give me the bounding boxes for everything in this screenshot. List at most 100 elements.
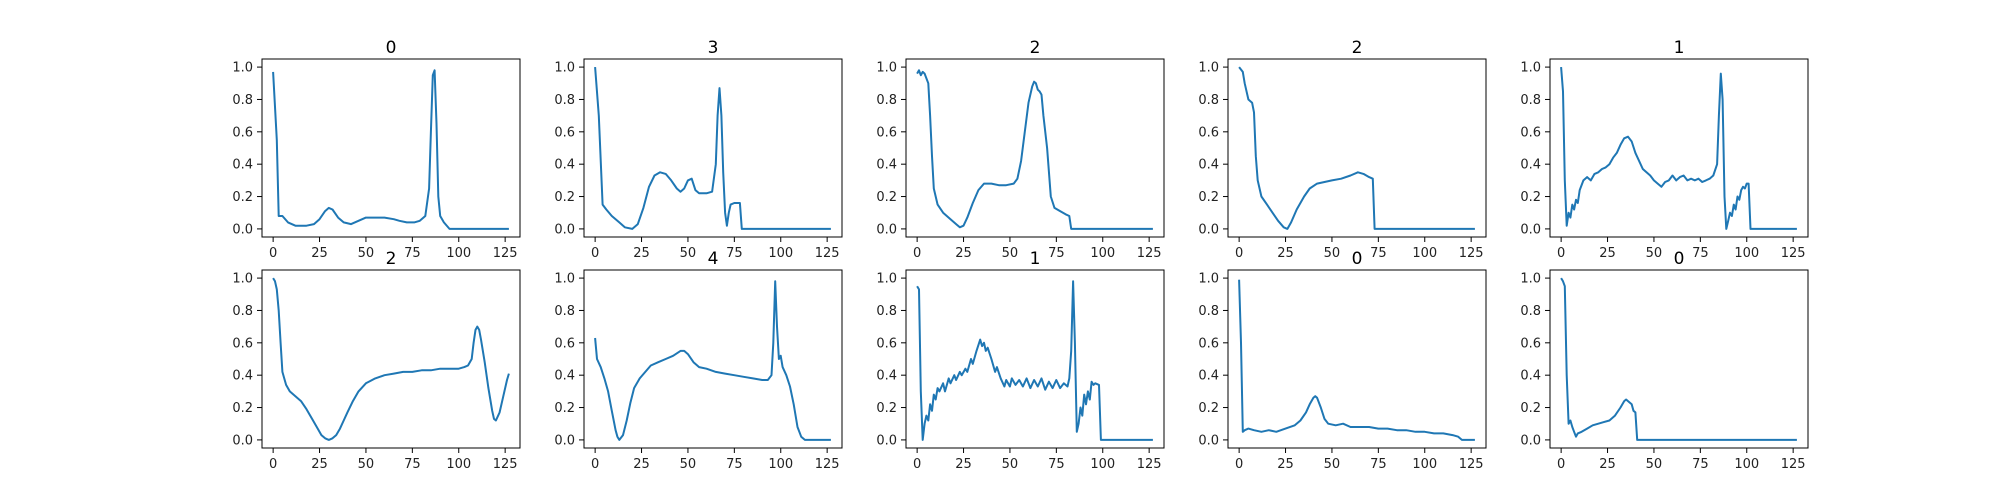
x-tick-label-7-4: 100 (1090, 457, 1115, 472)
x-tick-label-2-1: 25 (955, 246, 972, 261)
x-tick-label-9-5: 125 (1781, 457, 1806, 472)
panel-title-9: 0 (1674, 249, 1685, 269)
axes-frame-4 (1549, 58, 1809, 238)
panel-title-2: 2 (1030, 38, 1041, 58)
x-tick-label-2-4: 100 (1090, 246, 1115, 261)
y-tick-label-9-4: 0.8 (1520, 304, 1541, 319)
y-tick-label-9-5: 1.0 (1520, 272, 1541, 287)
axes-frame-9 (1549, 269, 1809, 449)
y-tick-label-5-0: 0.0 (232, 433, 253, 448)
x-tick-label-2-2: 50 (1002, 246, 1019, 261)
panel-title-1: 3 (708, 38, 719, 58)
panel-title-6: 4 (708, 249, 719, 269)
x-tick-label-7-3: 75 (1048, 457, 1065, 472)
series-line-7-0 (916, 280, 1153, 441)
x-tick-label-1-0: 0 (591, 246, 599, 261)
y-tick-label-5-1: 0.2 (232, 401, 253, 416)
y-tick-label-0-3: 0.6 (232, 125, 253, 140)
y-tick-label-5-4: 0.8 (232, 304, 253, 319)
y-tick-label-7-5: 1.0 (876, 272, 897, 287)
x-tick-label-6-5: 125 (815, 457, 840, 472)
series-line-2-0 (916, 69, 1153, 230)
x-tick-label-2-5: 125 (1137, 246, 1162, 261)
x-tick-label-3-4: 100 (1412, 246, 1437, 261)
axes-frame-7 (905, 269, 1165, 449)
y-tick-label-7-1: 0.2 (876, 401, 897, 416)
y-tick-label-3-2: 0.4 (1198, 158, 1219, 173)
x-tick-label-0-1: 25 (311, 246, 328, 261)
x-tick-label-8-4: 100 (1412, 457, 1437, 472)
x-tick-label-2-3: 75 (1048, 246, 1065, 261)
x-tick-label-3-1: 25 (1277, 246, 1294, 261)
x-tick-label-6-0: 0 (591, 457, 599, 472)
panel-title-3: 2 (1352, 38, 1363, 58)
x-tick-label-7-0: 0 (913, 457, 921, 472)
x-tick-label-8-2: 50 (1324, 457, 1341, 472)
panel-title-7: 1 (1030, 249, 1041, 269)
y-tick-label-5-2: 0.4 (232, 369, 253, 384)
x-tick-label-7-5: 125 (1137, 457, 1162, 472)
y-tick-label-5-5: 1.0 (232, 272, 253, 287)
x-tick-label-1-5: 125 (815, 246, 840, 261)
x-tick-label-8-5: 125 (1459, 457, 1484, 472)
x-tick-label-6-4: 100 (768, 457, 793, 472)
y-tick-label-2-1: 0.2 (876, 190, 897, 205)
y-tick-label-6-3: 0.6 (554, 336, 575, 351)
y-tick-label-6-1: 0.2 (554, 401, 575, 416)
series-line-5-0 (272, 277, 510, 441)
x-tick-label-1-2: 50 (680, 246, 697, 261)
axes-frame-0 (261, 58, 521, 238)
y-tick-label-5-3: 0.6 (232, 336, 253, 351)
x-tick-label-5-1: 25 (311, 457, 328, 472)
x-tick-label-0-0: 0 (269, 246, 277, 261)
x-tick-label-8-3: 75 (1370, 457, 1387, 472)
y-tick-label-0-2: 0.4 (232, 158, 253, 173)
x-tick-label-3-3: 75 (1370, 246, 1387, 261)
y-tick-label-9-3: 0.6 (1520, 336, 1541, 351)
y-tick-label-6-2: 0.4 (554, 369, 575, 384)
x-tick-label-1-1: 25 (633, 246, 650, 261)
series-line-9-0 (1560, 277, 1797, 441)
y-tick-label-7-3: 0.6 (876, 336, 897, 351)
x-tick-label-2-0: 0 (913, 246, 921, 261)
axes-frame-5 (261, 269, 521, 449)
y-tick-label-1-2: 0.4 (554, 158, 575, 173)
x-tick-label-8-1: 25 (1277, 457, 1294, 472)
series-line-4-0 (1560, 67, 1797, 230)
y-tick-label-6-4: 0.8 (554, 304, 575, 319)
x-tick-label-9-4: 100 (1734, 457, 1759, 472)
y-tick-label-8-5: 1.0 (1198, 272, 1219, 287)
axes-frame-6 (583, 269, 843, 449)
series-line-3-0 (1238, 66, 1475, 230)
y-tick-label-2-5: 1.0 (876, 61, 897, 76)
x-tick-label-0-2: 50 (358, 246, 375, 261)
panel-title-0: 0 (386, 38, 397, 58)
x-tick-label-6-3: 75 (726, 457, 743, 472)
x-tick-label-3-0: 0 (1235, 246, 1243, 261)
y-tick-label-3-1: 0.2 (1198, 190, 1219, 205)
x-tick-label-1-4: 100 (768, 246, 793, 261)
y-tick-label-0-5: 1.0 (232, 61, 253, 76)
y-tick-label-1-0: 0.0 (554, 222, 575, 237)
series-line-0-0 (272, 69, 509, 230)
y-tick-label-6-5: 1.0 (554, 272, 575, 287)
y-tick-label-8-1: 0.2 (1198, 401, 1219, 416)
y-tick-label-4-0: 0.0 (1520, 222, 1541, 237)
x-tick-label-1-3: 75 (726, 246, 743, 261)
x-tick-label-0-4: 100 (446, 246, 471, 261)
x-tick-label-4-5: 125 (1781, 246, 1806, 261)
y-tick-label-2-2: 0.4 (876, 158, 897, 173)
y-tick-label-3-5: 1.0 (1198, 61, 1219, 76)
y-tick-label-0-0: 0.0 (232, 222, 253, 237)
axes-frame-2 (905, 58, 1165, 238)
y-tick-label-1-4: 0.8 (554, 93, 575, 108)
panel-title-5: 2 (386, 249, 397, 269)
y-tick-label-9-2: 0.4 (1520, 369, 1541, 384)
y-tick-label-9-1: 0.2 (1520, 401, 1541, 416)
x-tick-label-7-2: 50 (1002, 457, 1019, 472)
y-tick-label-1-5: 1.0 (554, 61, 575, 76)
x-tick-label-5-4: 100 (446, 457, 471, 472)
y-tick-label-6-0: 0.0 (554, 433, 575, 448)
x-tick-label-4-3: 75 (1692, 246, 1709, 261)
